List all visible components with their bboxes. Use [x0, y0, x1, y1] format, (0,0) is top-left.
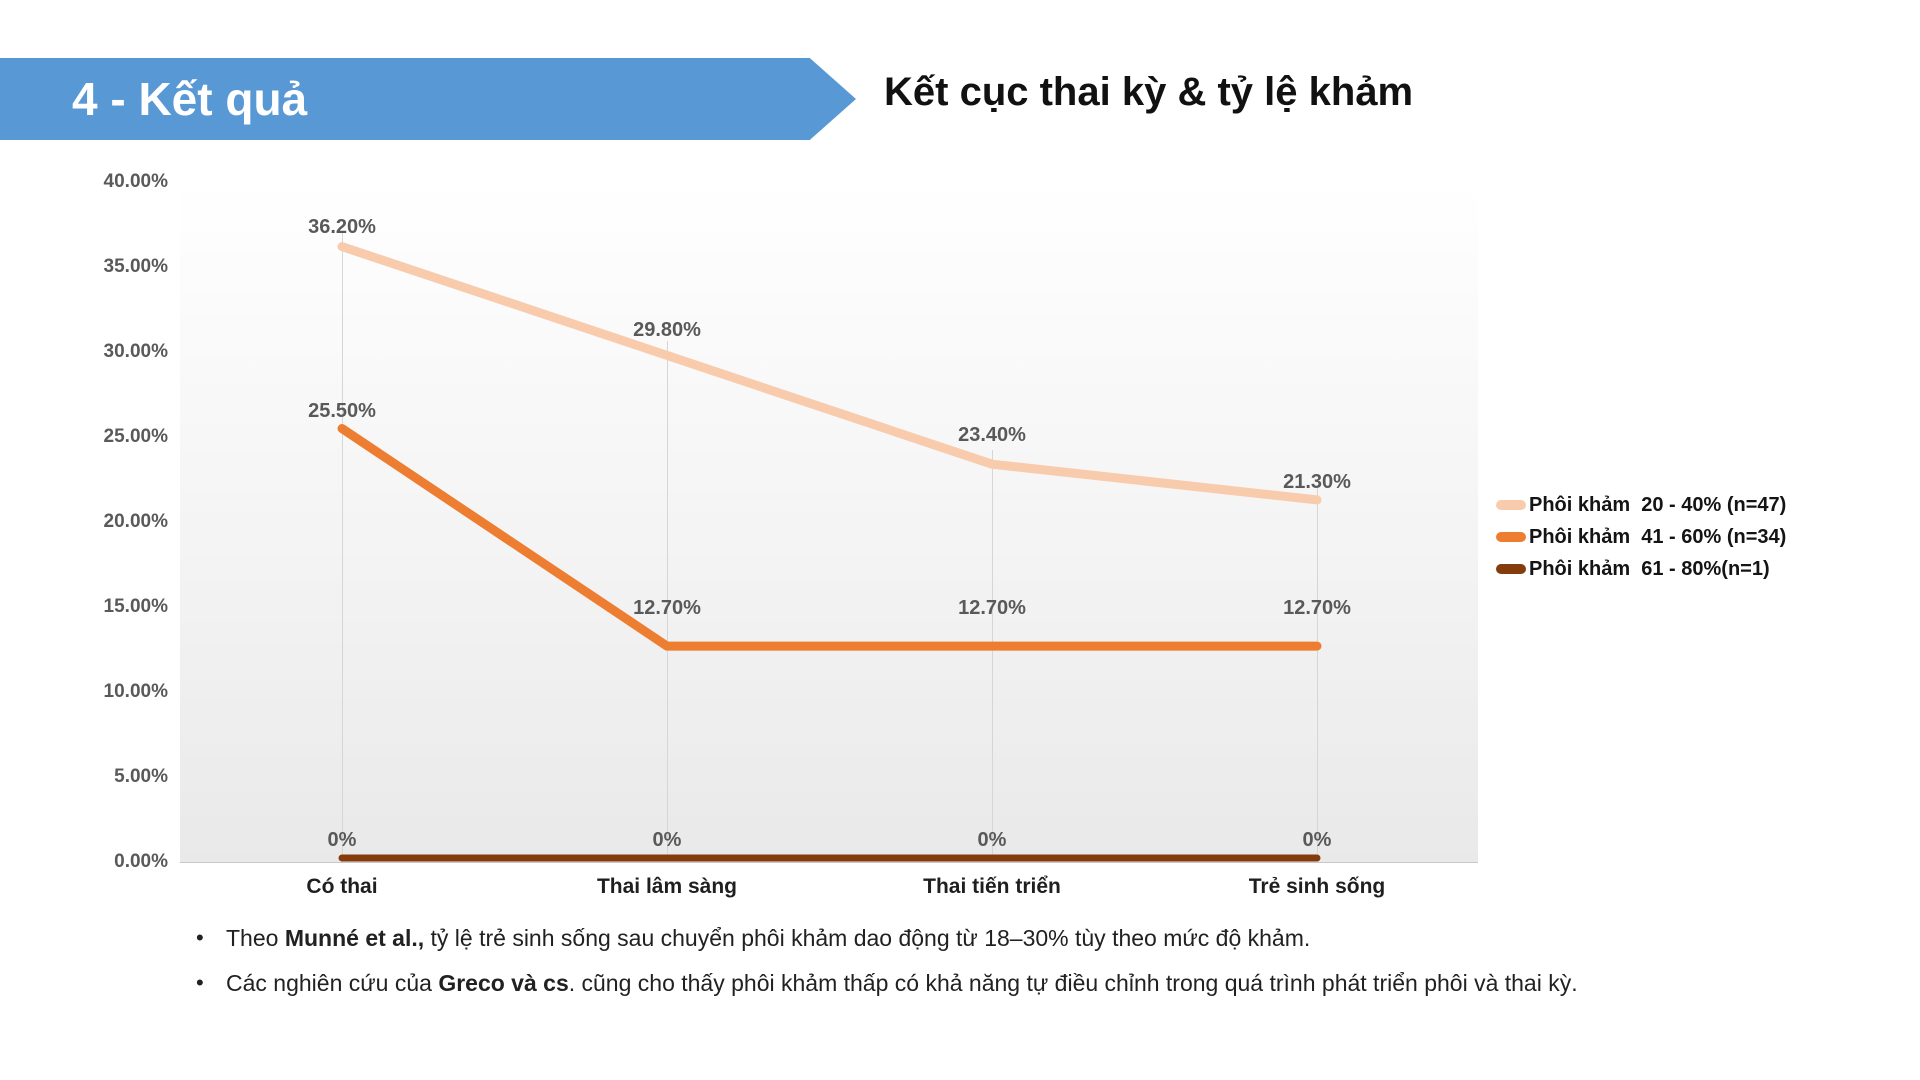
legend-item: Phôi khảm 20 - 40% (n=47)	[1496, 489, 1786, 521]
data-label: 25.50%	[308, 399, 376, 422]
y-axis-tick-label: 35.00%	[103, 256, 168, 277]
category-drop-line	[1317, 485, 1318, 862]
bullet-text: Theo Munné et al., tỷ lệ trẻ sinh sống s…	[226, 924, 1310, 952]
data-label: 29.80%	[633, 319, 701, 342]
page-title: Kết cục thai kỳ & tỷ lệ khảm	[884, 70, 1414, 114]
legend-label: Phôi khảm 41 - 60% (n=34)	[1529, 525, 1787, 548]
x-axis-label: Có thai	[306, 875, 378, 898]
y-axis-tick-label: 15.00%	[103, 596, 168, 617]
bullet-marker: •	[196, 970, 204, 995]
section-banner: 4 - Kết quả	[0, 58, 856, 140]
data-label: 0%	[1302, 829, 1332, 851]
legend-item: Phôi khảm 61 - 80%(n=1)	[1496, 553, 1786, 585]
bullet-text: Các nghiên cứu của Greco và cs. cũng cho…	[226, 969, 1578, 997]
data-label: 0%	[652, 829, 682, 851]
data-label: 12.70%	[633, 597, 701, 620]
y-axis-tick-label: 25.00%	[103, 426, 168, 447]
data-label: 12.70%	[1283, 597, 1351, 620]
y-axis-tick-label: 5.00%	[114, 766, 168, 787]
plot-area	[180, 182, 1478, 862]
y-axis-tick-label: 40.00%	[103, 171, 168, 192]
y-axis-tick-label: 10.00%	[103, 681, 168, 702]
legend-swatch	[1496, 500, 1526, 510]
y-axis-tick-label: 20.00%	[103, 511, 168, 532]
bullet-text-bold-segment: Munné et al.,	[284, 925, 425, 951]
data-label: 0%	[327, 829, 357, 851]
bullet-text-bold-segment: Greco và cs	[438, 970, 569, 996]
y-axis-tick-label: 0.00%	[114, 851, 168, 872]
data-label: 36.20%	[308, 215, 376, 238]
bullet-item: • Các nghiên cứu của Greco và cs. cũng ch…	[196, 969, 1796, 997]
bullet-text-segment: Các nghiên cứu của	[226, 970, 439, 996]
bullet-marker: •	[196, 925, 204, 950]
data-label: 21.30%	[1283, 470, 1351, 493]
legend-swatch	[1496, 532, 1526, 542]
legend-item: Phôi khảm 41 - 60% (n=34)	[1496, 521, 1786, 553]
legend-label: Phôi khảm 61 - 80%(n=1)	[1529, 557, 1770, 580]
legend-swatch	[1496, 564, 1526, 574]
section-label: 4 - Kết quả	[72, 73, 308, 125]
bullet-item: • Theo Munné et al., tỷ lệ trẻ sinh sống …	[196, 924, 1796, 952]
bullet-text-segment: . cũng cho thấy phôi khảm thấp có khả nă…	[568, 970, 1578, 996]
legend-label: Phôi khảm 20 - 40% (n=47)	[1529, 493, 1787, 516]
bullet-text-segment: tỷ lệ trẻ sinh sống sau chuyển phôi khảm…	[424, 925, 1311, 951]
category-drop-line	[342, 232, 343, 862]
data-label: 0%	[977, 829, 1007, 851]
category-drop-line	[992, 450, 993, 862]
x-axis-label: Thai lâm sàng	[596, 875, 738, 898]
bullet-text-segment: Theo	[226, 925, 285, 951]
chart-legend: Phôi khảm 20 - 40% (n=47) Phôi khảm 41 - …	[1496, 489, 1786, 585]
x-axis-label: Trẻ sinh sống	[1248, 875, 1386, 898]
data-label: 12.70%	[958, 597, 1026, 620]
y-axis-tick-label: 30.00%	[103, 341, 168, 362]
x-axis-label: Thai tiến triển	[923, 875, 1061, 898]
x-axis-line	[180, 862, 1478, 863]
data-label: 23.40%	[958, 424, 1026, 447]
